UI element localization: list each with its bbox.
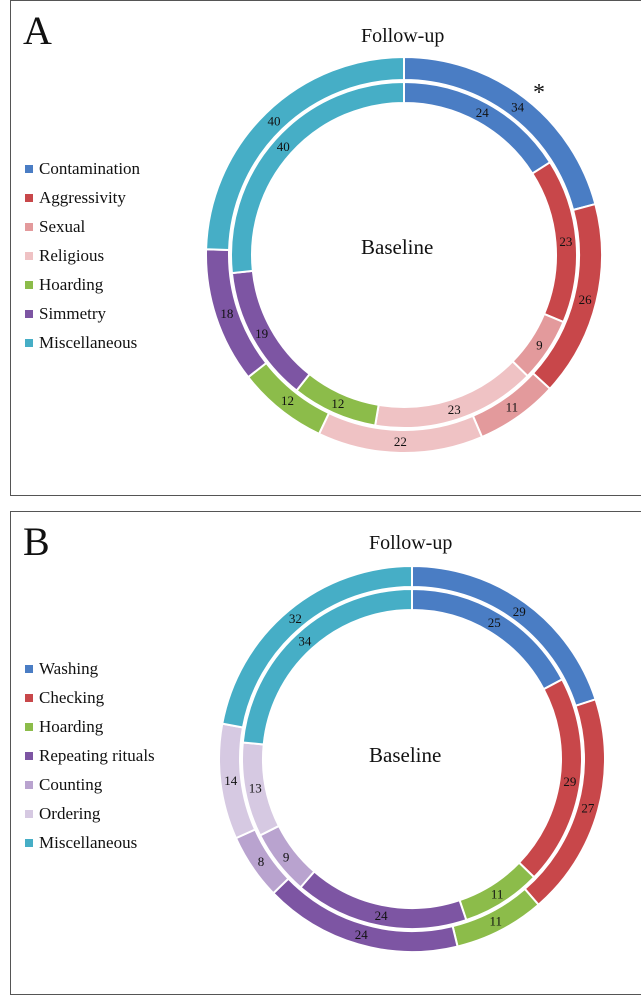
legend-label: Simmetry bbox=[39, 303, 107, 323]
panel-a: A Follow-up Baseline * Contamination Agg… bbox=[10, 0, 641, 496]
outer-ring-value-label: 32 bbox=[289, 611, 302, 626]
legend-label: Religious bbox=[39, 245, 105, 265]
inner-ring-value-label: 25 bbox=[488, 615, 501, 630]
legend-swatch bbox=[25, 251, 33, 260]
legend-swatch bbox=[25, 164, 33, 173]
donut-chart-b: 29 27 11 24 8 14 32 25 29 11 24 9 13 34 bbox=[218, 564, 606, 953]
inner-ring-slice bbox=[241, 587, 413, 746]
panel-b: B Follow-up Baseline Washing Checking Ho… bbox=[10, 511, 641, 995]
outer-ring-value-label: 14 bbox=[224, 773, 238, 788]
inner-ring-value-label: 9 bbox=[536, 337, 543, 352]
outer-ring-value-label: 34 bbox=[511, 100, 525, 115]
outer-ring-value-label: 22 bbox=[394, 434, 407, 449]
legend-label: Ordering bbox=[39, 803, 101, 823]
legend-item: Miscellaneous bbox=[25, 828, 155, 857]
legend-swatch bbox=[25, 809, 33, 818]
panel-letter: B bbox=[23, 519, 50, 564]
inner-ring-value-label: 24 bbox=[476, 105, 490, 120]
significance-marker: * bbox=[533, 80, 545, 106]
legend-item: Religious bbox=[25, 241, 140, 270]
outer-ring-value-label: 11 bbox=[506, 400, 519, 415]
outer-ring-value-label: 18 bbox=[220, 306, 233, 321]
inner-ring-value-label: 9 bbox=[283, 849, 290, 864]
inner-ring-value-label: 40 bbox=[277, 139, 290, 154]
legend-label: Counting bbox=[39, 774, 103, 794]
inner-ring-title: Baseline bbox=[361, 235, 434, 259]
inner-ring-value-label: 23 bbox=[559, 234, 572, 249]
inner-ring-value-label: 24 bbox=[375, 908, 389, 923]
legend-item: Contamination bbox=[25, 154, 140, 183]
outer-ring-title: Follow-up bbox=[361, 25, 445, 47]
legend-label: Miscellaneous bbox=[39, 832, 138, 852]
legend-swatch bbox=[25, 664, 33, 673]
legend-item: Aggressivity bbox=[25, 183, 140, 212]
outer-ring-value-label: 27 bbox=[581, 800, 595, 815]
legend-swatch bbox=[25, 780, 33, 789]
legend-swatch bbox=[25, 693, 33, 702]
panel-letter: A bbox=[23, 8, 52, 53]
legend-item: Simmetry bbox=[25, 299, 140, 328]
legend-label: Sexual bbox=[39, 216, 86, 236]
legend-swatch bbox=[25, 222, 33, 231]
legend-label: Contamination bbox=[39, 158, 141, 178]
inner-ring-value-label: 11 bbox=[491, 886, 504, 901]
inner-ring-slice bbox=[230, 80, 405, 275]
legend-swatch bbox=[25, 338, 33, 347]
legend-label: Miscellaneous bbox=[39, 332, 138, 352]
legend-item: Sexual bbox=[25, 212, 140, 241]
legend-label: Aggressivity bbox=[39, 187, 126, 207]
inner-ring-value-label: 19 bbox=[255, 326, 268, 341]
inner-ring-value-label: 23 bbox=[448, 402, 461, 417]
legend-item: Ordering bbox=[25, 799, 155, 828]
legend-item: Hoarding bbox=[25, 270, 140, 299]
outer-ring-value-label: 8 bbox=[258, 854, 265, 869]
outer-ring-title: Follow-up bbox=[369, 532, 453, 554]
outer-ring-slice bbox=[205, 55, 405, 251]
outer-ring-value-label: 12 bbox=[281, 393, 294, 408]
inner-ring-value-label: 34 bbox=[298, 633, 312, 648]
inner-ring-value-label: 12 bbox=[331, 396, 344, 411]
legend-item: Washing bbox=[25, 654, 155, 683]
legend-swatch bbox=[25, 722, 33, 731]
legend-label: Hoarding bbox=[39, 716, 104, 736]
outer-ring-value-label: 26 bbox=[579, 292, 593, 307]
legend-label: Hoarding bbox=[39, 274, 104, 294]
outer-ring-value-label: 29 bbox=[513, 604, 526, 619]
outer-ring-slice bbox=[221, 564, 413, 729]
donut-chart-a: 34 26 11 22 12 18 40 24 23 9 23 12 19 40 bbox=[205, 55, 603, 454]
legend-label: Washing bbox=[39, 658, 99, 678]
legend-swatch bbox=[25, 193, 33, 202]
outer-ring-value-label: 40 bbox=[268, 114, 281, 129]
legend-item: Hoarding bbox=[25, 712, 155, 741]
legend: Contamination Aggressivity Sexual Religi… bbox=[25, 154, 140, 357]
legend-item: Repeating rituals bbox=[25, 741, 155, 770]
legend-swatch bbox=[25, 280, 33, 289]
legend-swatch bbox=[25, 838, 33, 847]
legend-item: Miscellaneous bbox=[25, 328, 140, 357]
inner-ring-value-label: 29 bbox=[563, 774, 576, 789]
legend-label: Repeating rituals bbox=[39, 745, 155, 765]
legend: Washing Checking Hoarding Repeating ritu… bbox=[25, 654, 155, 857]
legend-swatch bbox=[25, 309, 33, 318]
legend-swatch bbox=[25, 751, 33, 760]
outer-ring-value-label: 24 bbox=[355, 927, 369, 942]
legend-label: Checking bbox=[39, 687, 105, 707]
outer-ring-value-label: 11 bbox=[489, 914, 502, 929]
inner-ring-title: Baseline bbox=[369, 743, 442, 767]
legend-item: Counting bbox=[25, 770, 155, 799]
inner-ring-value-label: 13 bbox=[249, 781, 262, 796]
legend-item: Checking bbox=[25, 683, 155, 712]
